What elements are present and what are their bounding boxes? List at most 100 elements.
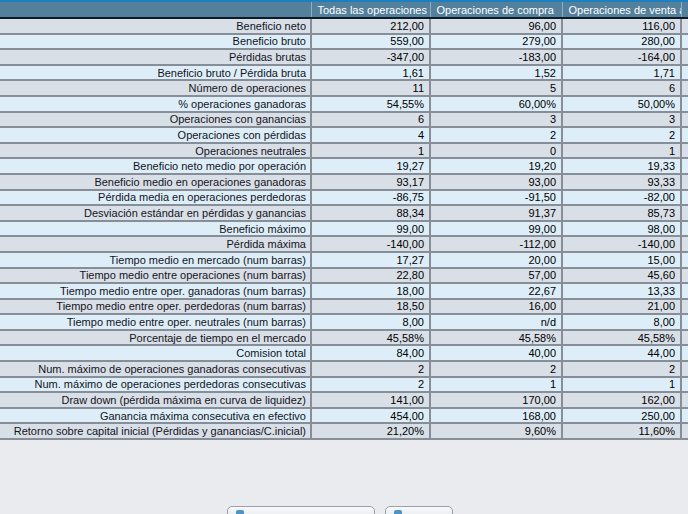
- cell-value: 45,58%: [562, 330, 681, 346]
- cell-value: 99,00: [430, 221, 562, 237]
- table-row: Beneficio neto medio por operación19,271…: [0, 158, 688, 174]
- column-header-overflow-sliver: [681, 2, 688, 18]
- cell-value: 6: [562, 80, 681, 96]
- table-row: Número de operaciones1156: [0, 80, 688, 96]
- cell-value: 50,00%: [562, 96, 681, 112]
- cell-value: 60,00%: [430, 96, 562, 112]
- cell-value: 57,00: [430, 268, 562, 284]
- row-label: Ganancia máxima consecutiva en efectivo: [0, 408, 311, 424]
- cell-value: 1,52: [430, 65, 562, 81]
- cell-value: 91,37: [430, 205, 562, 221]
- row-label: Retorno sobre capital inicial (Pérdidas …: [0, 423, 311, 439]
- table-row: Comision total84,0040,0044,00: [0, 345, 688, 361]
- cell-value: 1: [311, 143, 430, 159]
- table-row: Tiempo medio entre oper. ganadoras (num …: [0, 283, 688, 299]
- cell-value: 8,00: [562, 314, 681, 330]
- table-row: Ganancia máxima consecutiva en efectivo4…: [0, 408, 688, 424]
- button-icon: [394, 510, 402, 514]
- cell-value: 3: [562, 112, 681, 128]
- row-overflow-sliver: [681, 80, 688, 96]
- stats-table: Todas las operacionesOperaciones de comp…: [0, 2, 688, 440]
- table-row: Beneficio medio en operaciones ganadoras…: [0, 174, 688, 190]
- cell-value: 1: [562, 143, 681, 159]
- row-overflow-sliver: [681, 423, 688, 439]
- cell-value: 280,00: [562, 34, 681, 50]
- cell-value: 16,00: [430, 299, 562, 315]
- cell-value: 93,00: [430, 174, 562, 190]
- table-row: Pérdidas brutas-347,00-183,00-164,00: [0, 49, 688, 65]
- table-row: Pérdida media en operaciones perdedoras-…: [0, 190, 688, 206]
- row-overflow-sliver: [681, 190, 688, 206]
- table-row: Porcentaje de tiempo en el mercado45,58%…: [0, 330, 688, 346]
- cell-value: 1: [430, 377, 562, 393]
- cell-value: 54,55%: [311, 96, 430, 112]
- table-row: Retorno sobre capital inicial (Pérdidas …: [0, 423, 688, 439]
- row-label: Tiempo medio en mercado (num barras): [0, 252, 311, 268]
- row-label: Tiempo medio entre oper. ganadoras (num …: [0, 283, 311, 299]
- cell-value: 2: [311, 361, 430, 377]
- row-label: Beneficio neto: [0, 18, 311, 34]
- table-row: Pérdida máxima-140,00-112,00-140,00: [0, 236, 688, 252]
- table-row: Tiempo medio entre operaciones (num barr…: [0, 268, 688, 284]
- table-row: Tiempo medio entre oper. neutrales (num …: [0, 314, 688, 330]
- column-header: Operaciones de venta a: [562, 2, 681, 18]
- cell-value: 84,00: [311, 345, 430, 361]
- footer-button-2[interactable]: [385, 506, 453, 514]
- row-overflow-sliver: [681, 18, 688, 34]
- cell-value: 45,58%: [311, 330, 430, 346]
- row-label: Operaciones con pérdidas: [0, 127, 311, 143]
- footer: [0, 495, 688, 514]
- cell-value: 19,20: [430, 158, 562, 174]
- table-row: % operaciones ganadoras54,55%60,00%50,00…: [0, 96, 688, 112]
- cell-value: -112,00: [430, 236, 562, 252]
- row-label: Beneficio bruto / Pérdida bruta: [0, 65, 311, 81]
- row-label: Beneficio medio en operaciones ganadoras: [0, 174, 311, 190]
- cell-value: 85,73: [562, 205, 681, 221]
- cell-value: -82,00: [562, 190, 681, 206]
- cell-value: 454,00: [311, 408, 430, 424]
- cell-value: 5: [430, 80, 562, 96]
- cell-value: 45,58%: [430, 330, 562, 346]
- table-row: Operaciones con ganancias633: [0, 112, 688, 128]
- column-header: Operaciones de compra: [430, 2, 562, 18]
- row-label: Tiempo medio entre operaciones (num barr…: [0, 268, 311, 284]
- row-overflow-sliver: [681, 143, 688, 159]
- row-overflow-sliver: [681, 221, 688, 237]
- row-overflow-sliver: [681, 314, 688, 330]
- row-overflow-sliver: [681, 96, 688, 112]
- cell-value: 40,00: [430, 345, 562, 361]
- cell-value: 1: [562, 377, 681, 393]
- row-overflow-sliver: [681, 205, 688, 221]
- table-row: Operaciones con pérdidas422: [0, 127, 688, 143]
- table-row: Tiempo medio en mercado (num barras)17,2…: [0, 252, 688, 268]
- footer-button-1[interactable]: [227, 506, 375, 514]
- cell-value: 6: [311, 112, 430, 128]
- table-row: Beneficio bruto / Pérdida bruta1,611,521…: [0, 65, 688, 81]
- row-overflow-sliver: [681, 408, 688, 424]
- row-overflow-sliver: [681, 34, 688, 50]
- row-overflow-sliver: [681, 252, 688, 268]
- cell-value: 22,80: [311, 268, 430, 284]
- cell-value: 11: [311, 80, 430, 96]
- cell-value: 2: [562, 361, 681, 377]
- cell-value: 13,33: [562, 283, 681, 299]
- cell-value: -183,00: [430, 49, 562, 65]
- cell-value: 19,33: [562, 158, 681, 174]
- cell-value: n/d: [430, 314, 562, 330]
- cell-value: -164,00: [562, 49, 681, 65]
- cell-value: 88,34: [311, 205, 430, 221]
- cell-value: 162,00: [562, 392, 681, 408]
- cell-value: 1,71: [562, 65, 681, 81]
- cell-value: 116,00: [562, 18, 681, 34]
- row-label: Beneficio máximo: [0, 221, 311, 237]
- cell-value: 250,00: [562, 408, 681, 424]
- cell-value: 2: [430, 127, 562, 143]
- column-header-label: [0, 2, 311, 18]
- cell-value: 93,33: [562, 174, 681, 190]
- row-overflow-sliver: [681, 49, 688, 65]
- table-row: Beneficio máximo99,0099,0098,00: [0, 221, 688, 237]
- cell-value: 17,27: [311, 252, 430, 268]
- cell-value: 99,00: [311, 221, 430, 237]
- cell-value: 21,00: [562, 299, 681, 315]
- cell-value: -140,00: [311, 236, 430, 252]
